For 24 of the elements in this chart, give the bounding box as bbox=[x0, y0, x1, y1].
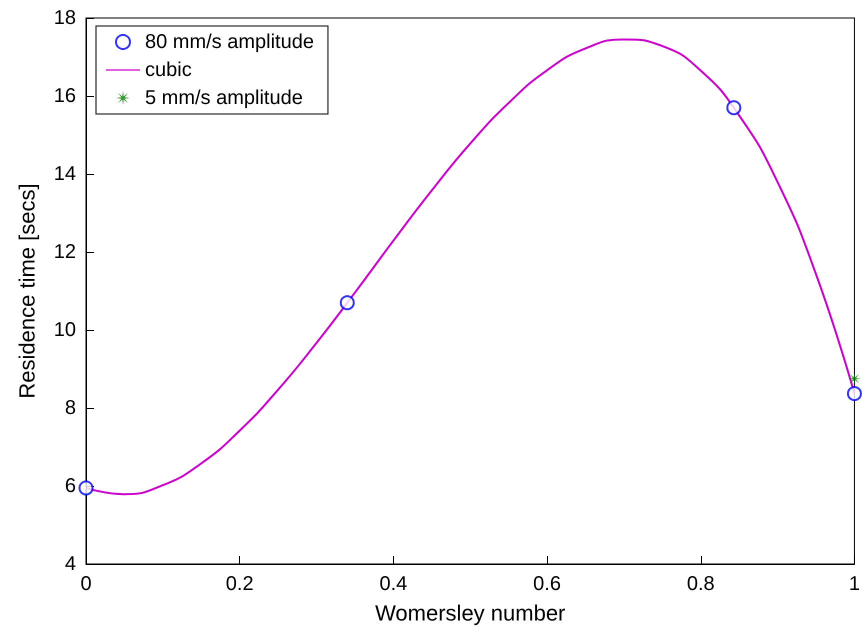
x-tick-label: 0.4 bbox=[379, 573, 408, 595]
y-axis-title: Residence time [secs] bbox=[14, 183, 40, 399]
y-tick-label: 10 bbox=[54, 319, 76, 341]
y-tick-label: 8 bbox=[64, 397, 76, 419]
x-tick-label: 0 bbox=[80, 573, 92, 595]
x-tick-label: 0.8 bbox=[686, 573, 715, 595]
y-tick-label: 16 bbox=[54, 85, 76, 107]
x-tick-label: 0.2 bbox=[226, 573, 254, 595]
y-tick-label: 14 bbox=[54, 163, 76, 185]
y-tick-label: 18 bbox=[54, 7, 76, 29]
legend-label: 5 mm/s amplitude bbox=[145, 87, 303, 109]
point bbox=[846, 386, 862, 402]
legend-label: 80 mm/s amplitude bbox=[145, 31, 314, 53]
x-tick-label: 1 bbox=[848, 573, 860, 595]
x-tick-label: 0.6 bbox=[533, 573, 561, 595]
point bbox=[78, 480, 94, 496]
point bbox=[848, 372, 861, 386]
point bbox=[340, 295, 355, 310]
y-tick-label: 12 bbox=[54, 241, 76, 263]
legend-label: cubic bbox=[145, 59, 192, 81]
x-axis-title: Womersley number bbox=[375, 600, 566, 626]
point bbox=[726, 100, 742, 116]
y-tick-label: 6 bbox=[64, 475, 76, 497]
y-tick-label: 4 bbox=[64, 553, 76, 575]
